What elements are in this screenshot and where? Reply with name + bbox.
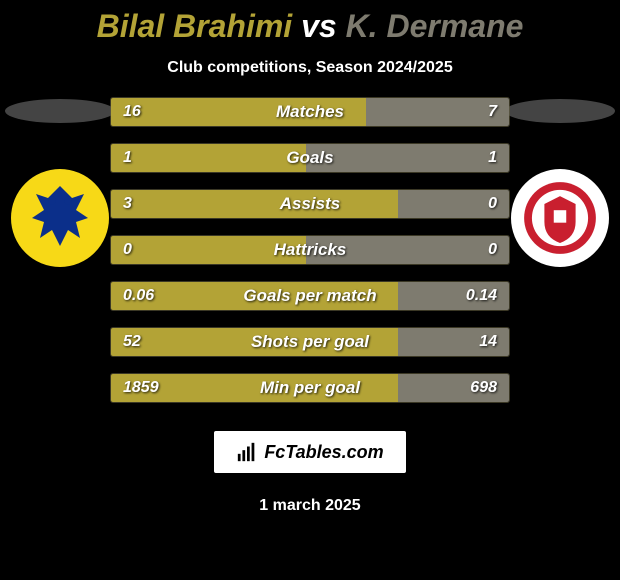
stat-row: Min per goal1859698 <box>110 373 510 403</box>
chart-icon <box>236 441 258 463</box>
shield-crest-icon <box>521 179 599 257</box>
footer: FcTables.com 1 march 2025 <box>0 431 620 515</box>
vs-text: vs <box>301 8 337 44</box>
bar-segment-right <box>306 236 509 264</box>
subtitle: Club competitions, Season 2024/2025 <box>0 59 620 77</box>
bar-segment-left <box>111 98 366 126</box>
player2-name: K. Dermane <box>346 8 524 44</box>
stat-value-right: 7 <box>488 98 497 126</box>
bar-segment-left <box>111 236 306 264</box>
bar-segment-right <box>306 144 509 172</box>
brand-badge: FcTables.com <box>214 431 405 473</box>
stat-value-right: 0 <box>488 236 497 264</box>
club-left-column <box>0 97 120 267</box>
stat-value-right: 14 <box>479 328 497 356</box>
stat-row: Assists30 <box>110 189 510 219</box>
player1-name: Bilal Brahimi <box>97 8 293 44</box>
brand-text: FcTables.com <box>264 442 383 463</box>
eagle-crest-icon <box>20 178 100 258</box>
stat-value-right: 1 <box>488 144 497 172</box>
stat-value-left: 52 <box>123 328 141 356</box>
bar-segment-left <box>111 144 306 172</box>
stat-value-right: 0.14 <box>466 282 497 310</box>
club-crest-right <box>511 169 609 267</box>
stat-value-left: 16 <box>123 98 141 126</box>
pedestal-ellipse-right <box>505 99 615 123</box>
pedestal-ellipse-left <box>5 99 115 123</box>
stat-value-right: 0 <box>488 190 497 218</box>
stat-bars: Matches167Goals11Assists30Hattricks00Goa… <box>110 97 510 419</box>
stat-value-left: 0.06 <box>123 282 154 310</box>
stat-value-right: 698 <box>470 374 497 402</box>
club-crest-left <box>11 169 109 267</box>
stat-value-left: 3 <box>123 190 132 218</box>
header: Bilal Brahimi vs K. Dermane Club competi… <box>0 0 620 77</box>
stat-value-left: 0 <box>123 236 132 264</box>
comparison-area: Matches167Goals11Assists30Hattricks00Goa… <box>0 97 620 417</box>
stat-row: Shots per goal5214 <box>110 327 510 357</box>
stat-row: Matches167 <box>110 97 510 127</box>
bar-segment-left <box>111 328 398 356</box>
stat-value-left: 1 <box>123 144 132 172</box>
stat-row: Hattricks00 <box>110 235 510 265</box>
stat-row: Goals11 <box>110 143 510 173</box>
stat-row: Goals per match0.060.14 <box>110 281 510 311</box>
bar-segment-left <box>111 190 398 218</box>
club-right-column <box>500 97 620 267</box>
date-text: 1 march 2025 <box>0 497 620 515</box>
page-title: Bilal Brahimi vs K. Dermane <box>0 8 620 45</box>
stat-value-left: 1859 <box>123 374 159 402</box>
